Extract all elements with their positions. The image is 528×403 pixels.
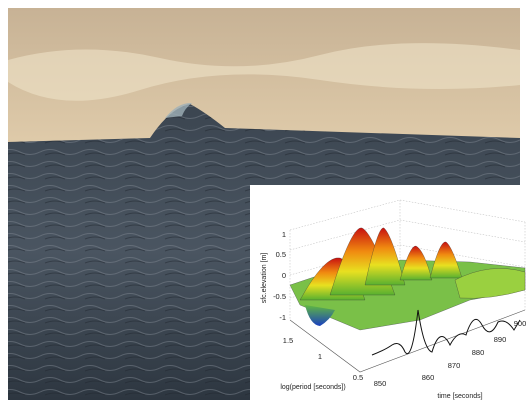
surface-trough xyxy=(305,305,335,326)
surface-peak xyxy=(399,245,433,281)
x-tick-label: 890 xyxy=(494,335,507,344)
z-tick-label: 0.5 xyxy=(276,250,286,259)
z-axis-label: sfc.elevation [m] xyxy=(261,253,268,304)
y-tick-label: 1 xyxy=(318,352,322,361)
z-tick-label: -0.5 xyxy=(273,292,286,301)
surface-peak xyxy=(429,241,463,279)
x-tick-label: 860 xyxy=(422,373,435,382)
y-tick-label: 1.5 xyxy=(283,336,293,345)
z-tick-label: -1 xyxy=(279,313,286,322)
y-tick-label: 0.5 xyxy=(353,373,363,382)
box-edge xyxy=(289,309,526,373)
clouds xyxy=(8,43,520,101)
surface-peak xyxy=(364,227,406,286)
x-tick-label: 870 xyxy=(448,361,461,370)
z-tick-label: 1 xyxy=(282,230,286,239)
surface-ridge xyxy=(454,268,526,299)
inset-plot: 1 0.5 0 -0.5 -1 sfc.elevation [m] 1.5 1 … xyxy=(250,185,528,403)
z-tick-label: 0 xyxy=(282,271,286,280)
x-tick-label: 850 xyxy=(374,379,387,388)
wave-crest xyxy=(165,102,192,118)
x-axis-label: time [seconds] xyxy=(437,393,482,400)
x-tick-label: 880 xyxy=(472,348,485,357)
y-axis-label: log(period [seconds]) xyxy=(280,384,345,391)
time-series xyxy=(371,309,521,356)
x-tick-label: 900 xyxy=(514,319,527,328)
